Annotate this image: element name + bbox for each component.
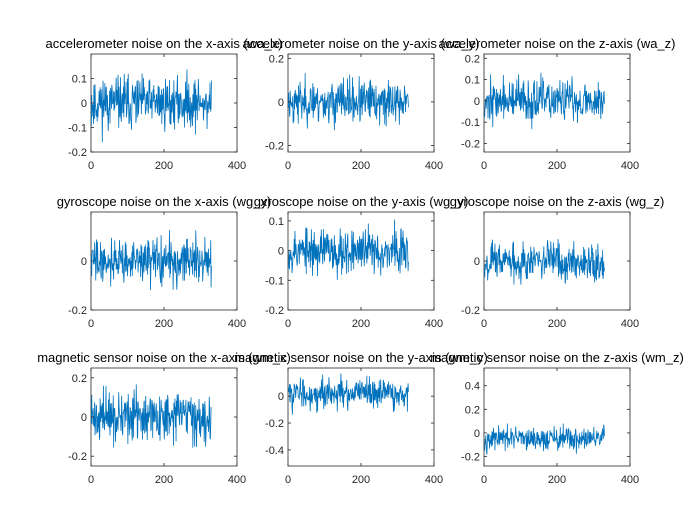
x-tick-label: 0 [285,160,291,172]
x-tick-label: 200 [548,318,566,330]
noise-series-line [90,384,212,448]
y-tick-label: 0.2 [465,53,480,65]
y-tick-label: 0.1 [269,216,284,228]
plot-area [483,367,631,467]
subplot-title: gyroscope noise on the y-axis (wg_y) [254,194,469,209]
x-tick-label: 400 [228,160,246,172]
x-tick-label: 400 [621,474,639,486]
x-tick-label: 0 [481,318,487,330]
noise-series-line [483,238,605,285]
y-tick-label: 0 [278,246,284,258]
x-tick-label: 200 [155,318,173,330]
y-tick-label: 0.2 [72,373,87,385]
x-tick-label: 400 [228,318,246,330]
y-tick-label: 0 [474,96,480,108]
x-tick-label: 0 [88,474,94,486]
x-tick-label: 0 [285,318,291,330]
subplot-3: 0 200 400 0.2 0.1 0 -0.1 -0.2 accelerometer nois… [439,36,676,172]
y-tick-label: 0.4 [465,381,480,393]
x-tick-label: 200 [352,318,370,330]
x-tick-label: 400 [425,318,443,330]
x-tick-label: 400 [425,160,443,172]
x-tick-label: 0 [481,474,487,486]
x-tick-label: 400 [425,474,443,486]
y-tick-label: -0.1 [265,275,284,287]
subplot-title: gyroscope noise on the x-axis (wg_x) [57,194,272,209]
subplot-1: 0 200 400 0.1 0 -0.1 -0.2 accelerometer noise o… [46,36,283,172]
y-tick-label: 0.2 [269,53,284,65]
y-tick-label: 0 [81,256,87,268]
noise-series-line [90,69,212,143]
subplot-title: magnetic sensor noise on the x-axis (wm_… [37,350,291,365]
y-tick-label: 0.2 [465,404,480,416]
y-tick-label: -0.2 [265,140,284,152]
subplot-title: magnetic sensor noise on the z-axis (wm_… [430,350,684,365]
y-tick-label: -0.2 [461,305,480,317]
y-tick-label: 0 [278,391,284,403]
x-tick-label: 200 [352,474,370,486]
y-tick-label: 0 [474,256,480,268]
noise-series-line [483,72,605,130]
x-tick-label: 0 [88,160,94,172]
y-tick-label: -0.1 [461,117,480,129]
y-tick-label: -0.2 [68,147,87,159]
noise-series-line [90,230,212,290]
plot-area [287,367,435,467]
y-tick-label: 0 [81,98,87,110]
y-tick-label: -0.2 [461,138,480,150]
noise-series-line [287,73,409,131]
noise-series-line [287,373,409,415]
subplot-title: gyroscope noise on the z-axis (wg_z) [450,194,665,209]
subplot-title: accelerometer noise on the z-axis (wa_z) [439,36,676,51]
y-tick-label: -0.1 [68,123,87,135]
x-tick-label: 0 [285,474,291,486]
noise-series-line [287,219,409,280]
y-tick-label: 0 [278,97,284,109]
y-tick-label: 0 [81,412,87,424]
x-tick-label: 200 [155,474,173,486]
y-tick-label: -0.2 [461,452,480,464]
y-tick-label: -0.2 [265,418,284,430]
x-tick-label: 0 [88,318,94,330]
y-tick-label: -0.4 [265,445,284,457]
y-tick-label: -0.2 [265,305,284,317]
x-tick-label: 400 [228,474,246,486]
y-tick-label: -0.2 [68,305,87,317]
subplot-5: 0 200 400 0.1 0 -0.1 -0.2 gyroscope noise on th… [254,194,469,330]
x-tick-label: 400 [621,318,639,330]
x-tick-label: 400 [621,160,639,172]
y-tick-label: 0.1 [465,75,480,87]
y-tick-label: 0 [474,428,480,440]
x-tick-label: 200 [548,474,566,486]
y-tick-label: -0.2 [68,451,87,463]
x-tick-label: 200 [352,160,370,172]
subplot-title: accelerometer noise on the x-axis (wa_x) [46,36,283,51]
x-tick-label: 200 [155,160,173,172]
subplot-title: accelerometer noise on the y-axis (wa_y) [243,36,480,51]
y-tick-label: 0.1 [72,74,87,86]
x-tick-label: 200 [548,160,566,172]
x-tick-label: 0 [481,160,487,172]
subplot-title: magnetic sensor noise on the y-axis (wm_… [234,350,488,365]
noise-series-line [484,423,605,455]
